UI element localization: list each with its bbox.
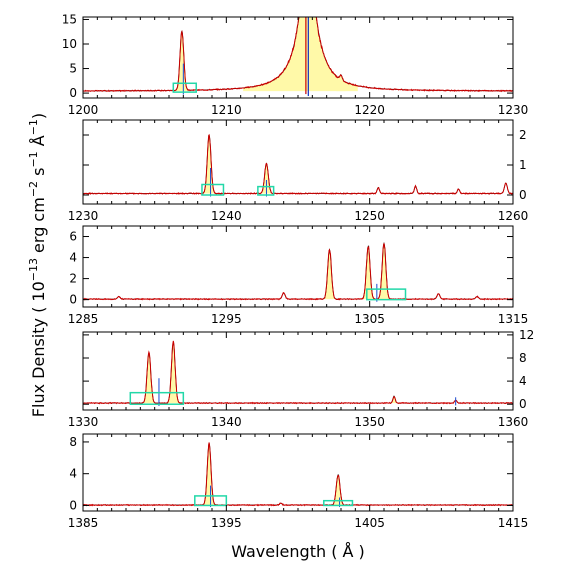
x-tick-label: 1250 bbox=[354, 209, 385, 223]
x-tick-label: 1295 bbox=[211, 312, 242, 326]
x-tick-label: 1210 bbox=[211, 103, 242, 117]
x-tick-label: 1260 bbox=[498, 209, 529, 223]
line-fill-2 bbox=[165, 343, 181, 404]
y-tick-label: 0 bbox=[519, 188, 527, 202]
x-tick-label: 1385 bbox=[68, 516, 99, 530]
panel-2: 1230 1240 1250 1260 0 1 2 bbox=[68, 119, 529, 223]
line-fill-3 bbox=[322, 249, 337, 300]
x-tick-label: 1395 bbox=[211, 516, 242, 530]
model-curve bbox=[83, 134, 513, 194]
y-tick-label: 5 bbox=[69, 62, 77, 76]
panel-4: 1330 1340 1350 1360 0 4 8 12 bbox=[68, 328, 535, 429]
observed-spectrum bbox=[82, 340, 514, 405]
model-curve bbox=[83, 443, 513, 506]
y-tick-label: 1 bbox=[519, 158, 527, 172]
panel-frame bbox=[82, 225, 514, 308]
observed-spectrum bbox=[82, 16, 514, 93]
line-fill-4 bbox=[360, 246, 376, 300]
x-tick-label: 1330 bbox=[68, 415, 99, 429]
y-tick-label: 4 bbox=[69, 251, 77, 265]
y-tick-label: 0 bbox=[69, 293, 77, 307]
y-tick-label: 15 bbox=[62, 12, 77, 26]
y-axis-label: Flux Density ( 10−13 erg cm−2 s−1 Å−1) bbox=[27, 113, 48, 417]
panel-frame bbox=[82, 433, 514, 512]
region-box-1 bbox=[201, 183, 225, 196]
y-tick-label: 0 bbox=[69, 86, 77, 100]
x-tick-label: 1415 bbox=[498, 516, 529, 530]
observed-spectrum bbox=[83, 243, 514, 301]
line-fill-1 bbox=[201, 443, 217, 505]
panel-frame bbox=[82, 119, 514, 205]
line-fill-1 bbox=[174, 30, 190, 92]
line-fill-3 bbox=[389, 396, 399, 404]
x-tick-label: 1285 bbox=[68, 312, 99, 326]
x-tick-label: 1315 bbox=[498, 312, 529, 326]
y-tick-label: 6 bbox=[69, 230, 77, 244]
y-tick-label: 12 bbox=[519, 328, 534, 342]
line-fill-3 bbox=[330, 474, 346, 505]
x-tick-label: 1240 bbox=[211, 209, 242, 223]
x-axis-label: Wavelength ( Å ) bbox=[231, 542, 365, 561]
y-tick-label: 8 bbox=[519, 351, 527, 365]
region-box-1 bbox=[129, 391, 185, 405]
x-tick-label: 1405 bbox=[354, 516, 385, 530]
y-tick-label: 8 bbox=[69, 435, 77, 449]
lya-fill-area bbox=[243, 17, 358, 92]
model-curve bbox=[83, 241, 513, 300]
x-tick-label: 1305 bbox=[354, 312, 385, 326]
x-tick-label: 1220 bbox=[354, 103, 385, 117]
observed-spectrum bbox=[82, 133, 514, 196]
panel-1: 1200 1210 1220 1230 0 5 10 15 bbox=[62, 12, 529, 117]
region-box-1 bbox=[194, 495, 228, 507]
y-tick-label: 2 bbox=[519, 128, 527, 142]
x-tick-label: 1230 bbox=[498, 103, 529, 117]
y-tick-label: 2 bbox=[69, 272, 77, 286]
line-fill-5 bbox=[376, 243, 392, 300]
line-fill-1 bbox=[141, 352, 157, 404]
line-fill-2 bbox=[259, 163, 274, 194]
region-box-2 bbox=[323, 499, 354, 507]
x-tick-label: 1340 bbox=[211, 415, 242, 429]
y-tick-label: 4 bbox=[519, 374, 527, 388]
line-fill-2 bbox=[336, 74, 346, 92]
line-fill-1 bbox=[201, 135, 217, 194]
region-box-1 bbox=[366, 288, 407, 301]
x-tick-label: 1360 bbox=[498, 415, 529, 429]
y-tick-label: 0 bbox=[519, 397, 527, 411]
panel-5: 1385 1395 1405 1415 0 4 8 bbox=[68, 433, 529, 530]
y-tick-label: 4 bbox=[69, 467, 77, 481]
x-tick-label: 1350 bbox=[354, 415, 385, 429]
x-tick-label: 1200 bbox=[68, 103, 99, 117]
region-box-1 bbox=[172, 82, 197, 93]
y-tick-label: 0 bbox=[69, 498, 77, 512]
x-tick-label: 1230 bbox=[68, 209, 99, 223]
y-tick-label: 10 bbox=[62, 37, 77, 51]
region-box-2 bbox=[257, 185, 275, 196]
observed-spectrum bbox=[82, 442, 514, 507]
panel-3: 1285 1295 1305 1315 0 2 4 6 bbox=[68, 225, 529, 326]
